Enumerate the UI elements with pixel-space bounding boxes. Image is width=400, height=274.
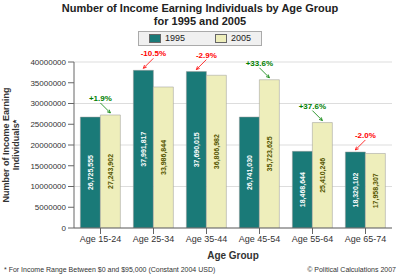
svg-text:18,320,102: 18,320,102: [352, 172, 360, 207]
svg-text:17,958,307: 17,958,307: [372, 173, 380, 208]
svg-text:18,468,644: 18,468,644: [299, 172, 307, 207]
svg-text:26,741,030: 26,741,030: [246, 155, 254, 190]
svg-text:27,243,902: 27,243,902: [107, 154, 115, 189]
html-text:Number of Income Earning Indiv: Number of Income Earning Individuals by …: [61, 2, 339, 27]
svg-text:+37.6%: +37.6%: [299, 102, 326, 111]
svg-text:Age 15-24: Age 15-24: [80, 234, 122, 244]
svg-text:Age 55-64: Age 55-64: [292, 234, 334, 244]
svg-text:36,806,982: 36,806,982: [213, 134, 221, 169]
html-text:© Political Calculations 2007: © Political Calculations 2007: [307, 266, 396, 273]
svg-text:40000000: 40000000: [30, 58, 66, 67]
svg-text:Age 65-74: Age 65-74: [345, 234, 387, 244]
svg-text:Age 35-44: Age 35-44: [186, 234, 228, 244]
svg-text:Age 45-54: Age 45-54: [239, 234, 281, 244]
html-text:2005: 2005: [231, 33, 251, 43]
svg-text:33,986,844: 33,986,844: [160, 140, 168, 175]
svg-text:35,723,625: 35,723,625: [266, 136, 274, 171]
svg-text:37,991,817: 37,991,817: [140, 132, 148, 167]
svg-text:26,725,555: 26,725,555: [87, 155, 95, 190]
svg-text:10000000: 10000000: [30, 182, 66, 191]
svg-text:Number of Income EarningIndivi: Number of Income EarningIndividuals*: [8, 87, 21, 202]
svg-text:25,410,246: 25,410,246: [319, 158, 327, 193]
svg-text:-2.0%: -2.0%: [355, 131, 376, 140]
svg-text:+1.9%: +1.9%: [89, 94, 112, 103]
svg-text:+33.6%: +33.6%: [246, 59, 273, 68]
svg-text:35000000: 35000000: [30, 79, 66, 88]
html-text:* For Income Range Between $0: * For Income Range Between $0 and $95,00…: [4, 266, 216, 273]
svg-text:-10.5%: -10.5%: [141, 49, 166, 58]
svg-text:25000000: 25000000: [30, 120, 66, 129]
svg-text:37,690,015: 37,690,015: [193, 132, 201, 167]
html-text:1995: 1995: [165, 33, 185, 43]
svg-text:Age Group: Age Group: [207, 250, 259, 261]
svg-text:20000000: 20000000: [30, 141, 66, 150]
svg-text:-2.9%: -2.9%: [196, 51, 217, 60]
svg-text:5000000: 5000000: [35, 203, 67, 212]
svg-text:0: 0: [62, 224, 67, 233]
svg-text:Age 25-34: Age 25-34: [133, 234, 175, 244]
svg-text:15000000: 15000000: [30, 162, 66, 171]
svg-text:30000000: 30000000: [30, 99, 66, 108]
